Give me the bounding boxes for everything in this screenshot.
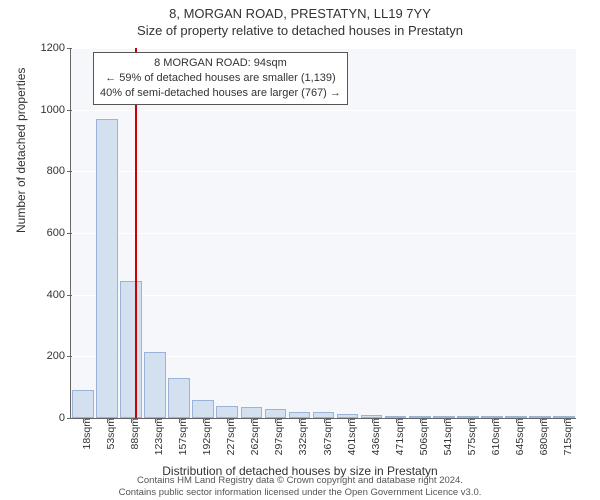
y-tick-label: 800 [47,165,71,177]
y-tick-label: 400 [47,289,71,301]
x-tick-label: 157sqm [175,418,189,455]
x-tick-label: 192sqm [199,418,213,455]
plot-area: 02004006008001000120018sqm53sqm88sqm123s… [70,48,576,419]
x-tick-label: 332sqm [295,418,309,455]
title-address: 8, MORGAN ROAD, PRESTATYN, LL19 7YY [0,0,600,21]
histogram-bar [120,281,142,418]
histogram-bar [168,378,190,418]
x-tick-label: 227sqm [223,418,237,455]
x-tick-label: 645sqm [512,418,526,455]
y-tick-label: 600 [47,227,71,239]
x-tick-label: 575sqm [464,418,478,455]
annotation-line1: 8 MORGAN ROAD: 94sqm [100,56,341,71]
y-tick-label: 0 [59,412,71,424]
x-tick-label: 53sqm [103,418,117,450]
histogram-bar [144,352,166,418]
histogram-bar [216,406,238,418]
footer-line2: Contains public sector information licen… [0,487,600,498]
gridline [71,233,576,234]
title-subtitle: Size of property relative to detached ho… [0,21,600,38]
x-tick-label: 610sqm [488,418,502,455]
x-tick-label: 715sqm [560,418,574,455]
annotation-line2: ← 59% of detached houses are smaller (1,… [100,71,341,86]
chart-container: 8, MORGAN ROAD, PRESTATYN, LL19 7YY Size… [0,0,600,500]
y-tick-label: 200 [47,350,71,362]
gridline [71,48,576,49]
x-tick-label: 18sqm [79,418,93,450]
y-tick-label: 1200 [41,42,71,54]
x-tick-label: 471sqm [392,418,406,455]
gridline [71,295,576,296]
histogram-bar [241,407,263,418]
histogram-bar [96,119,118,418]
x-tick-label: 88sqm [127,418,141,450]
x-tick-label: 506sqm [416,418,430,455]
x-tick-label: 680sqm [536,418,550,455]
x-tick-label: 262sqm [247,418,261,455]
gridline [71,171,576,172]
y-axis-label: Number of detached properties [14,68,28,233]
x-tick-label: 367sqm [320,418,334,455]
annotation-line3: 40% of semi-detached houses are larger (… [100,86,341,101]
annotation-box: 8 MORGAN ROAD: 94sqm ← 59% of detached h… [93,52,348,105]
x-tick-label: 123sqm [151,418,165,455]
x-tick-label: 401sqm [344,418,358,455]
x-tick-label: 541sqm [440,418,454,455]
footer: Contains HM Land Registry data © Crown c… [0,475,600,498]
y-tick-label: 1000 [41,104,71,116]
footer-line1: Contains HM Land Registry data © Crown c… [0,475,600,486]
x-tick-label: 297sqm [271,418,285,455]
x-tick-label: 436sqm [368,418,382,455]
gridline [71,110,576,111]
histogram-bar [265,409,287,418]
histogram-bar [192,400,214,419]
histogram-bar [72,390,94,418]
